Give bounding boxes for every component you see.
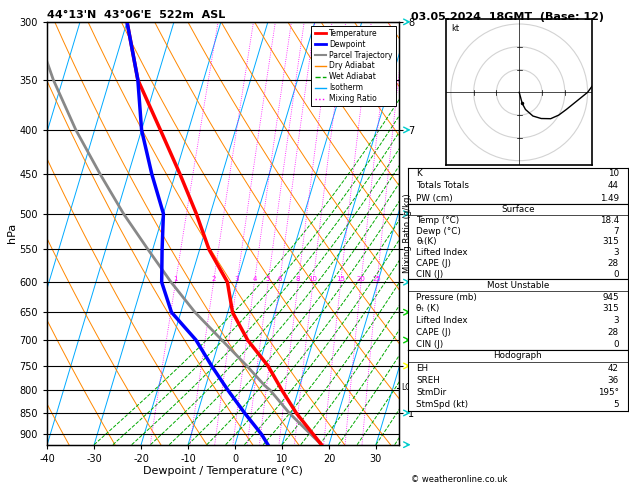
Text: 42: 42 bbox=[608, 364, 619, 373]
Text: CAPE (J): CAPE (J) bbox=[416, 328, 452, 337]
Legend: Temperature, Dewpoint, Parcel Trajectory, Dry Adiabat, Wet Adiabat, Isotherm, Mi: Temperature, Dewpoint, Parcel Trajectory… bbox=[311, 26, 396, 106]
Text: 2: 2 bbox=[211, 276, 216, 282]
Text: StmDir: StmDir bbox=[416, 388, 447, 397]
Text: EH: EH bbox=[416, 364, 428, 373]
Text: Temp (°C): Temp (°C) bbox=[416, 216, 460, 225]
Y-axis label: km
ASL: km ASL bbox=[408, 233, 426, 255]
Text: 3: 3 bbox=[613, 248, 619, 257]
Text: CIN (J): CIN (J) bbox=[416, 340, 443, 348]
Text: 20: 20 bbox=[357, 276, 365, 282]
Text: SREH: SREH bbox=[416, 376, 440, 385]
Text: © weatheronline.co.uk: © weatheronline.co.uk bbox=[411, 474, 507, 484]
Text: 3: 3 bbox=[613, 316, 619, 325]
Text: Hodograph: Hodograph bbox=[493, 351, 542, 361]
Text: Lifted Index: Lifted Index bbox=[416, 316, 468, 325]
Text: K: K bbox=[416, 169, 422, 178]
Text: 44°13'N  43°06'E  522m  ASL: 44°13'N 43°06'E 522m ASL bbox=[47, 10, 225, 20]
Text: Lifted Index: Lifted Index bbox=[416, 248, 468, 257]
Text: 1.49: 1.49 bbox=[600, 193, 619, 203]
Text: 15: 15 bbox=[337, 276, 345, 282]
Text: 03.05.2024  18GMT  (Base: 12): 03.05.2024 18GMT (Base: 12) bbox=[411, 12, 604, 22]
Text: θₜ (K): θₜ (K) bbox=[416, 304, 440, 313]
Text: 8: 8 bbox=[296, 276, 301, 282]
Y-axis label: hPa: hPa bbox=[7, 223, 17, 243]
Text: Surface: Surface bbox=[501, 205, 535, 214]
Text: 0: 0 bbox=[613, 340, 619, 348]
Text: θₜ(K): θₜ(K) bbox=[416, 237, 437, 246]
Text: 0: 0 bbox=[613, 270, 619, 278]
Text: 10: 10 bbox=[308, 276, 318, 282]
Text: 5: 5 bbox=[266, 276, 270, 282]
Text: 315: 315 bbox=[602, 237, 619, 246]
Text: 195°: 195° bbox=[598, 388, 619, 397]
Text: 5: 5 bbox=[613, 400, 619, 409]
Text: Totals Totals: Totals Totals bbox=[416, 181, 469, 191]
Text: 28: 28 bbox=[608, 259, 619, 268]
X-axis label: Dewpoint / Temperature (°C): Dewpoint / Temperature (°C) bbox=[143, 467, 303, 476]
Text: Mixing Ratio (g/kg): Mixing Ratio (g/kg) bbox=[403, 193, 411, 273]
Text: Pressure (mb): Pressure (mb) bbox=[416, 293, 477, 302]
Text: 36: 36 bbox=[608, 376, 619, 385]
Text: 28: 28 bbox=[608, 328, 619, 337]
Text: 315: 315 bbox=[602, 304, 619, 313]
Text: Dewp (°C): Dewp (°C) bbox=[416, 226, 461, 236]
Text: 6: 6 bbox=[277, 276, 282, 282]
Text: 7: 7 bbox=[613, 226, 619, 236]
Text: 44: 44 bbox=[608, 181, 619, 191]
Text: CIN (J): CIN (J) bbox=[416, 270, 443, 278]
Text: Most Unstable: Most Unstable bbox=[487, 281, 548, 290]
Text: 3: 3 bbox=[235, 276, 239, 282]
Text: 25: 25 bbox=[373, 276, 381, 282]
Text: PW (cm): PW (cm) bbox=[416, 193, 453, 203]
Text: kt: kt bbox=[451, 24, 459, 33]
Text: CAPE (J): CAPE (J) bbox=[416, 259, 452, 268]
Text: StmSpd (kt): StmSpd (kt) bbox=[416, 400, 469, 409]
Text: 4: 4 bbox=[252, 276, 257, 282]
Text: 1: 1 bbox=[173, 276, 178, 282]
Text: 945: 945 bbox=[603, 293, 619, 302]
Text: 18.4: 18.4 bbox=[599, 216, 619, 225]
Text: 10: 10 bbox=[608, 169, 619, 178]
Text: LCL: LCL bbox=[401, 383, 415, 392]
